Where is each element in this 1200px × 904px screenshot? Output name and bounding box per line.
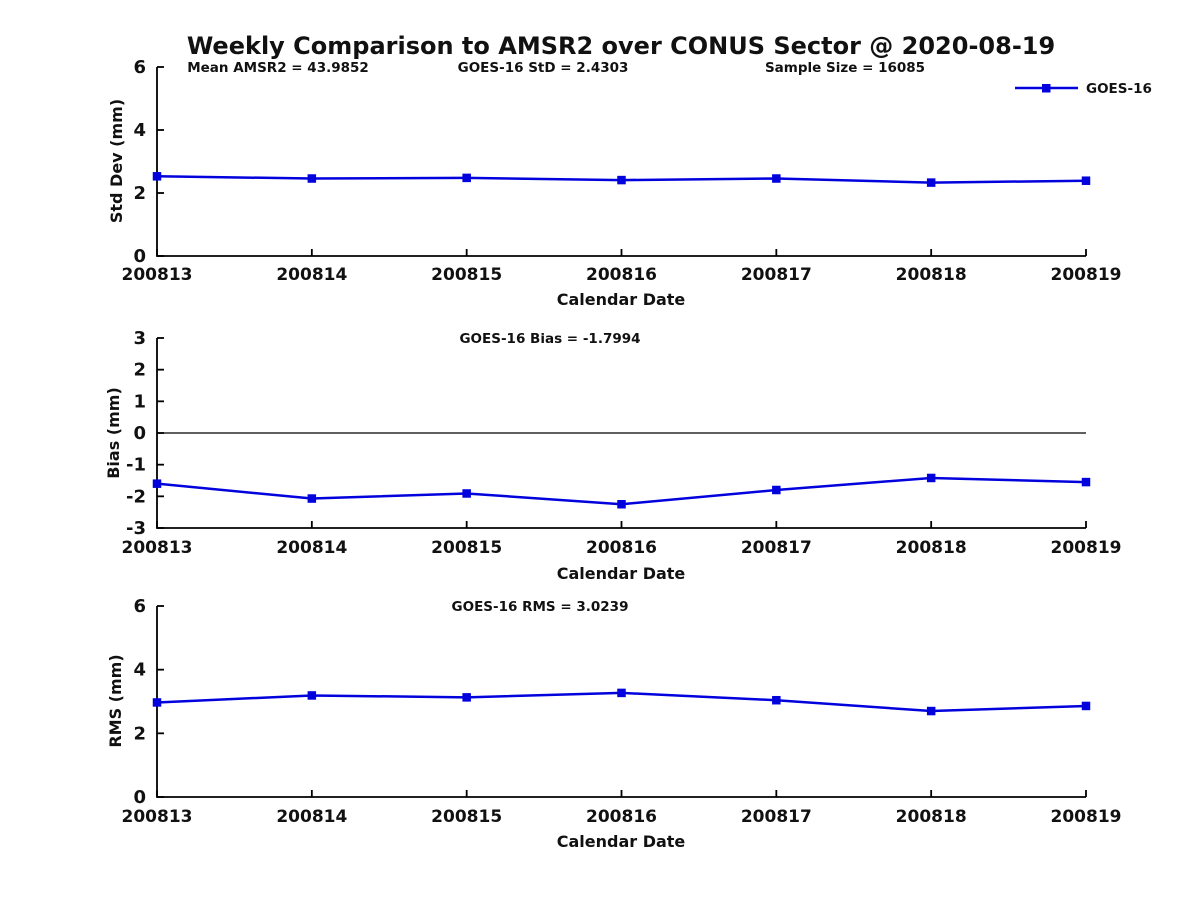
y-tick-label: -2 [126,486,146,507]
data-point-marker [462,489,471,498]
xlabel-calendar-date-3: Calendar Date [557,832,686,851]
axes-std-dev: 0 2 4 6 200813 200814 200815 200816 200817 200818… [122,57,1122,285]
x-tick-label: 200814 [276,538,347,558]
annotation-goes16-std: GOES-16 StD = 2.4303 [458,60,629,76]
x-tick-label: 200814 [276,807,347,827]
panel-rms: GOES-16 RMS = 3.0239 RMS (mm) Calendar D… [106,596,1121,851]
x-tick-label: 200817 [741,807,812,827]
data-point-marker [926,178,936,187]
legend: GOES-16 [1015,81,1152,97]
data-point-marker [926,473,936,483]
x-tick-label: 200813 [122,265,193,285]
data-point-marker [617,175,626,185]
ylabel-rms: RMS (mm) [106,654,125,747]
data-point-marker [617,500,626,509]
y-tick-label: -3 [126,518,146,539]
x-tick-label: 200818 [896,538,967,558]
ylabel-std-dev: Std Dev (mm) [107,99,126,223]
xlabel-calendar-date-1: Calendar Date [557,290,686,309]
data-point-marker [462,173,471,183]
data-point-marker [152,698,162,707]
data-point-marker [772,695,781,705]
x-tick-label: 200815 [431,538,502,558]
x-tick-label: 200819 [1051,807,1122,827]
data-point-marker [772,174,781,183]
y-tick-label: 6 [133,596,146,617]
y-tick-label: 0 [133,246,146,267]
x-tick-label: 200819 [1051,538,1122,558]
data-point-marker [462,693,471,702]
x-tick-label: 200813 [122,807,193,827]
y-tick-label: 6 [133,57,146,78]
x-tick-label: 200816 [586,538,657,558]
data-point-marker [152,172,162,181]
x-tick-label: 200816 [586,265,657,285]
ylabel-bias: Bias (mm) [104,387,123,479]
panel-bias: GOES-16 Bias = -1.7994 Bias (mm) Calenda… [104,328,1121,583]
y-tick-label: 2 [133,183,146,204]
data-point-marker [926,706,936,716]
x-tick-label: 200818 [896,807,967,827]
y-tick-label: 4 [133,120,146,141]
x-tick-label: 200818 [896,265,967,285]
panel-std-dev: Mean AMSR2 = 43.9852 GOES-16 StD = 2.430… [107,57,1152,309]
y-tick-label: 4 [133,660,146,681]
data-point-marker [307,494,317,503]
chart-title: Weekly Comparison to AMSR2 over CONUS Se… [187,32,1055,60]
x-tick-label: 200819 [1051,265,1122,285]
data-point-marker [1081,477,1091,487]
data-point-marker [1081,176,1091,185]
data-point-marker [1081,701,1091,711]
y-tick-label: -1 [126,455,146,476]
x-tick-label: 200815 [431,265,502,285]
y-tick-label: 3 [133,328,146,349]
annotation-goes16-bias: GOES-16 Bias = -1.7994 [459,331,640,347]
legend-label: GOES-16 [1086,81,1152,97]
axes-rms: 0 2 4 6 200813 200814 200815 200816 200817 200818… [122,596,1122,827]
y-tick-label: 1 [133,391,146,412]
axis-spines [156,67,1086,257]
legend-marker-icon [1042,84,1051,93]
y-tick-label: 0 [133,423,146,444]
data-point-marker [307,691,317,700]
xlabel-calendar-date-2: Calendar Date [557,564,686,583]
data-point-marker [307,174,317,183]
annotation-sample-size: Sample Size = 16085 [765,60,925,76]
x-tick-label: 200815 [431,807,502,827]
annotation-mean-amsr2: Mean AMSR2 = 43.9852 [187,60,369,76]
y-tick-label: 2 [133,723,146,744]
x-tick-label: 200817 [741,265,812,285]
axis-spines [156,606,1086,798]
data-point-marker [772,485,781,495]
x-tick-label: 200816 [586,807,657,827]
data-point-marker [617,688,626,698]
x-tick-label: 200814 [276,265,347,285]
data-point-marker [152,479,162,488]
x-tick-label: 200817 [741,538,812,558]
y-tick-label: 0 [133,787,146,808]
x-tick-label: 200813 [122,538,193,558]
y-tick-label: 2 [133,360,146,381]
annotation-goes16-rms: GOES-16 RMS = 3.0239 [452,599,629,615]
